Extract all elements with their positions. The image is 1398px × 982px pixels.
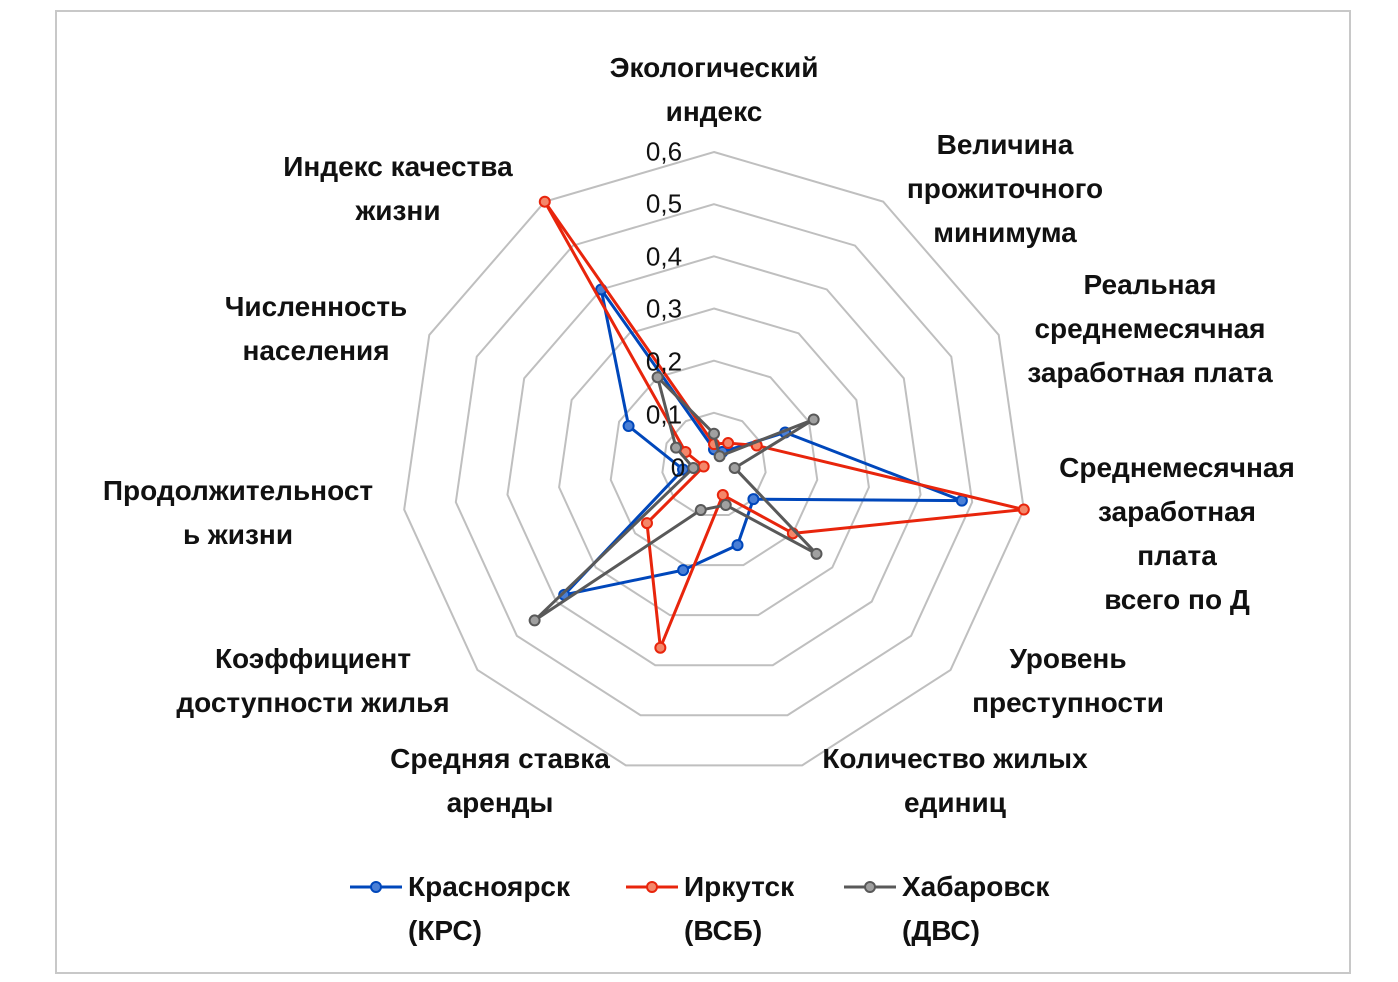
data-point xyxy=(955,494,968,507)
legend-swatch-krasnoyarsk xyxy=(350,881,402,893)
data-point xyxy=(713,450,726,463)
axis-label-life-expectancy: Продолжительност ь жизни xyxy=(102,475,374,550)
data-point xyxy=(731,539,744,552)
data-point xyxy=(810,547,823,560)
data-point xyxy=(1017,503,1030,516)
data-point xyxy=(694,504,707,517)
axis-label-quality-of-life: Индекс качества жизни xyxy=(283,151,513,226)
legend-label: Иркутск (ВСБ) xyxy=(684,871,795,946)
data-point xyxy=(708,427,720,440)
grid-ring xyxy=(558,307,870,617)
data-point xyxy=(651,371,664,384)
axis-label-population: Численность населения xyxy=(224,291,408,366)
legend-swatch-irkutsk xyxy=(626,881,678,893)
legend-swatch-khabarovsk xyxy=(844,881,896,893)
legend-label: Красноярск (КРС) xyxy=(408,871,571,946)
data-point xyxy=(719,499,732,512)
data-point xyxy=(622,419,635,432)
tick-label: 0,6 xyxy=(645,136,683,167)
legend-item-khabarovsk[interactable]: Хабаровск (ДВС) xyxy=(844,865,1049,953)
grid-ring xyxy=(403,150,1025,767)
data-point xyxy=(677,564,690,577)
tick-label: 0,2 xyxy=(645,346,683,377)
data-point xyxy=(687,461,700,474)
data-point xyxy=(640,517,653,530)
legend-label: Хабаровск (ДВС) xyxy=(902,871,1050,946)
data-point xyxy=(807,413,820,426)
data-point xyxy=(716,489,729,502)
data-point xyxy=(654,641,667,654)
axis-label-ecology: Экологический индекс xyxy=(609,52,819,127)
data-point xyxy=(728,461,741,474)
grid-ring xyxy=(609,359,819,567)
tick-label: 0,3 xyxy=(645,293,683,324)
data-point xyxy=(747,493,760,506)
axis-label-avg-wage: Среднемесячная заработная плата всего по… xyxy=(1059,452,1295,615)
axis-label-housing-units: Количество жилых единиц xyxy=(822,743,1088,818)
data-point xyxy=(722,437,735,450)
data-point xyxy=(697,460,710,473)
legend-item-krasnoyarsk[interactable]: Красноярск (КРС) xyxy=(350,865,570,953)
axis-label-housing-affordability: Коэффициент доступности жилья xyxy=(176,643,450,718)
series-line-0 xyxy=(562,287,964,597)
data-point xyxy=(538,195,551,208)
data-point xyxy=(528,614,541,627)
legend-item-irkutsk[interactable]: Иркутск (ВСБ) xyxy=(626,865,794,953)
grid-ring xyxy=(506,255,922,667)
tick-label: 0,4 xyxy=(645,241,683,272)
axis-label-rent: Средняя ставка аренды xyxy=(390,743,610,818)
tick-label: 0 xyxy=(670,452,686,483)
grid-ring xyxy=(454,203,974,717)
tick-label: 0,1 xyxy=(645,399,683,430)
axis-label-subsistence-minimum: Величина прожиточного минимума xyxy=(906,129,1104,248)
axis-label-real-wage: Реальная среднемесячная заработная плата xyxy=(1027,269,1273,388)
series-line-2 xyxy=(533,375,819,622)
chart-frame xyxy=(55,10,1351,974)
data-point xyxy=(670,441,683,454)
tick-label: 0,5 xyxy=(645,188,683,219)
axis-label-crime: Уровень преступности xyxy=(972,643,1164,718)
